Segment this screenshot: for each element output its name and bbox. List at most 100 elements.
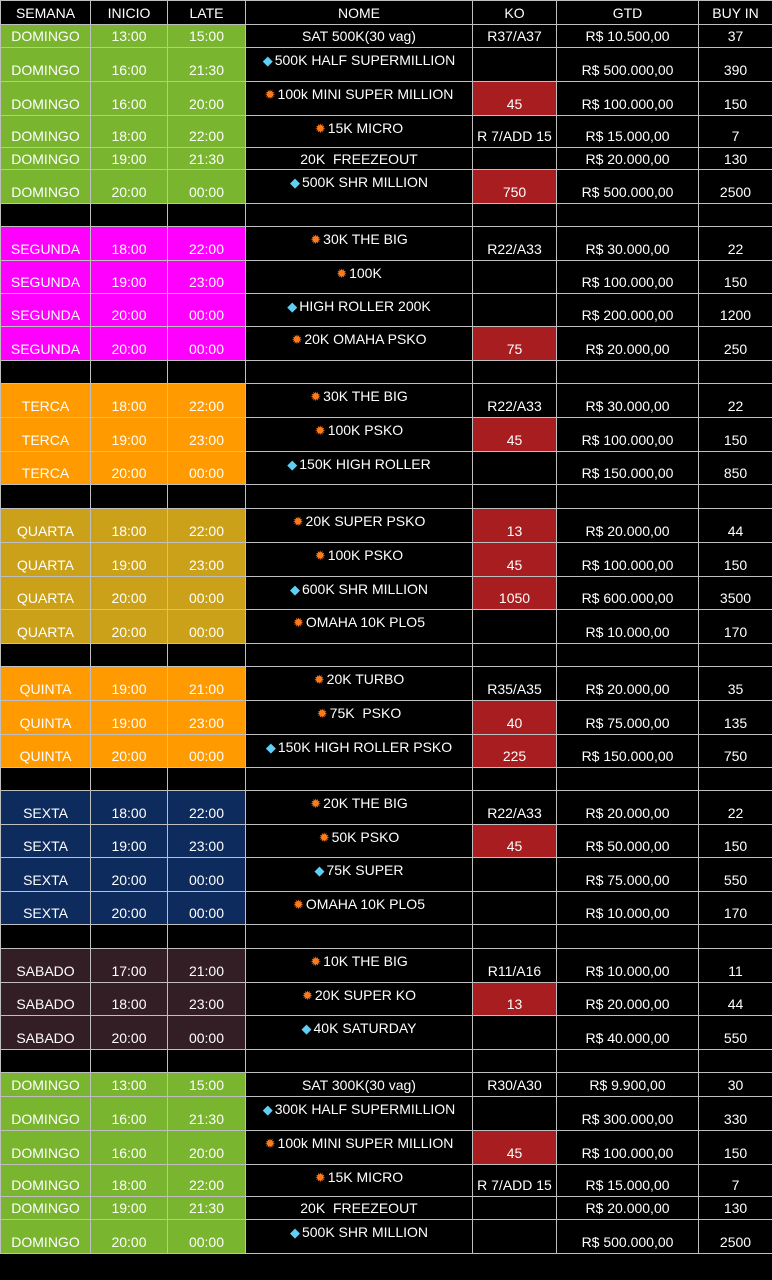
late-cell: 23:00 [167, 542, 246, 577]
day-cell: SEXTA [0, 790, 91, 825]
nome-cell: SAT 500K(30 vag) [245, 24, 473, 48]
buyin-cell: 250 [698, 326, 772, 361]
tournament-name: 600K SHR MILLION [301, 581, 429, 597]
gtd-cell: R$ 150.000,00 [556, 451, 699, 485]
diamond-icon: ◆ [287, 457, 298, 472]
ko-cell [472, 1096, 557, 1131]
table-row: SEGUNDA 18:00 22:00 ✹ 30K THE BIG R22/A33 R$ 3… [0, 226, 772, 261]
late-cell: 00:00 [167, 609, 246, 644]
spacer-cell [698, 203, 772, 227]
inicio-cell: 20:00 [90, 609, 168, 644]
gtd-cell: R$ 100.000,00 [556, 81, 699, 116]
buyin-cell: 44 [698, 508, 772, 543]
inicio-cell: 17:00 [90, 948, 168, 983]
day-cell: DOMINGO [0, 1072, 91, 1097]
spacer-cell [245, 767, 473, 791]
day-cell: QUARTA [0, 508, 91, 543]
buyin-cell: 170 [698, 609, 772, 644]
spacer-cell [556, 1049, 699, 1073]
nome-cell: ✹ 20K SUPER PSKO [245, 508, 473, 543]
header-row: SEMANA INICIO LATE NOME KO GTD BUY IN [0, 0, 772, 25]
spacer-cell [698, 924, 772, 949]
day-cell: SEXTA [0, 891, 91, 925]
header-semana: SEMANA [0, 0, 91, 25]
tournament-name: SAT 300K(30 vag) [302, 1076, 416, 1093]
tournament-name: 100k MINI SUPER MILLION [277, 86, 454, 102]
inicio-cell: 19:00 [90, 824, 168, 858]
tournament-name: 20K FREEZEOUT [300, 150, 418, 167]
tournament-name: 150K HIGH ROLLER PSKO [277, 739, 453, 755]
inicio-cell: 16:00 [90, 47, 168, 82]
ko-cell: 45 [472, 417, 557, 452]
late-cell: 00:00 [167, 1219, 246, 1254]
ko-cell [472, 451, 557, 485]
day-cell: DOMINGO [0, 1164, 91, 1197]
tournament-name: 150K HIGH ROLLER [299, 456, 431, 472]
inicio-cell: 19:00 [90, 666, 168, 701]
day-cell: TERCA [0, 383, 91, 418]
inicio-cell: 19:00 [90, 147, 168, 170]
spacer-cell [472, 924, 557, 949]
buyin-cell: 2500 [698, 1219, 772, 1254]
inicio-cell: 20:00 [90, 734, 168, 768]
late-cell: 22:00 [167, 226, 246, 261]
late-cell: 00:00 [167, 451, 246, 485]
gtd-cell: R$ 600.000,00 [556, 576, 699, 610]
spacer-cell [0, 484, 91, 509]
buyin-cell: 22 [698, 226, 772, 261]
diamond-icon: ◆ [262, 53, 273, 68]
inicio-cell: 19:00 [90, 542, 168, 577]
spacer-cell [90, 1049, 168, 1073]
table-row: DOMINGO 16:00 21:30 ◆ 300K HALF SUPERMILLION… [0, 1096, 772, 1131]
ko-cell [472, 293, 557, 327]
gtd-cell: R$ 75.000,00 [556, 700, 699, 735]
late-cell: 00:00 [167, 326, 246, 361]
gtd-cell: R$ 10.000,00 [556, 609, 699, 644]
diamond-icon: ◆ [262, 1102, 273, 1117]
table-row: DOMINGO 19:00 21:30 20K FREEZEOUT R$ 20.000,… [0, 1196, 772, 1220]
table-row: SABADO 17:00 21:00 ✹ 10K THE BIG R11/A16 R$ 10… [0, 948, 772, 983]
inicio-cell: 16:00 [90, 1130, 168, 1165]
spacer-cell [245, 484, 473, 509]
ko-cell: 13 [472, 508, 557, 543]
tournament-name: 75K SUPER [326, 862, 404, 878]
nome-cell: ◆ 40K SATURDAY [245, 1015, 473, 1050]
inicio-cell: 13:00 [90, 24, 168, 48]
ko-cell: 45 [472, 1130, 557, 1165]
nome-cell: ✹ 100k MINI SUPER MILLION [245, 81, 473, 116]
ko-cell: R35/A35 [472, 666, 557, 701]
day-cell: DOMINGO [0, 1096, 91, 1131]
ko-cell [472, 147, 557, 170]
late-cell: 21:30 [167, 1096, 246, 1131]
buyin-cell: 390 [698, 47, 772, 82]
buyin-cell: 170 [698, 891, 772, 925]
spacer-cell [167, 767, 246, 791]
day-cell: SEXTA [0, 824, 91, 858]
ko-cell [472, 260, 557, 294]
buyin-cell: 750 [698, 734, 772, 768]
spacer-row [0, 203, 772, 227]
spacer-cell [245, 1049, 473, 1073]
table-row: DOMINGO 16:00 21:30 ◆ 500K HALF SUPERMILLION… [0, 47, 772, 82]
buyin-cell: 550 [698, 857, 772, 892]
spacer-cell [90, 203, 168, 227]
day-cell: SEGUNDA [0, 326, 91, 361]
inicio-cell: 18:00 [90, 226, 168, 261]
gtd-cell: R$ 10.000,00 [556, 891, 699, 925]
late-cell: 00:00 [167, 857, 246, 892]
table-row: SEGUNDA 19:00 23:00 ✹ 100K R$ 100.000,00 150 [0, 260, 772, 294]
buyin-cell: 22 [698, 790, 772, 825]
day-cell: DOMINGO [0, 169, 91, 204]
nome-cell: ◆ HIGH ROLLER 200K [245, 293, 473, 327]
spacer-cell [90, 484, 168, 509]
spacer-cell [0, 203, 91, 227]
day-cell: DOMINGO [0, 147, 91, 170]
schedule-body: DOMINGO 13:00 15:00 SAT 500K(30 vag) R37/A37… [0, 24, 772, 1254]
table-row: SEXTA 20:00 00:00 ◆ 75K SUPER R$ 75.000,00 550 [0, 857, 772, 892]
inicio-cell: 20:00 [90, 891, 168, 925]
diamond-icon: ◆ [314, 863, 325, 878]
explosion-icon: ✹ [293, 897, 304, 912]
tournament-name: 75K PSKO [329, 705, 402, 721]
ko-cell: R30/A30 [472, 1072, 557, 1097]
inicio-cell: 18:00 [90, 790, 168, 825]
